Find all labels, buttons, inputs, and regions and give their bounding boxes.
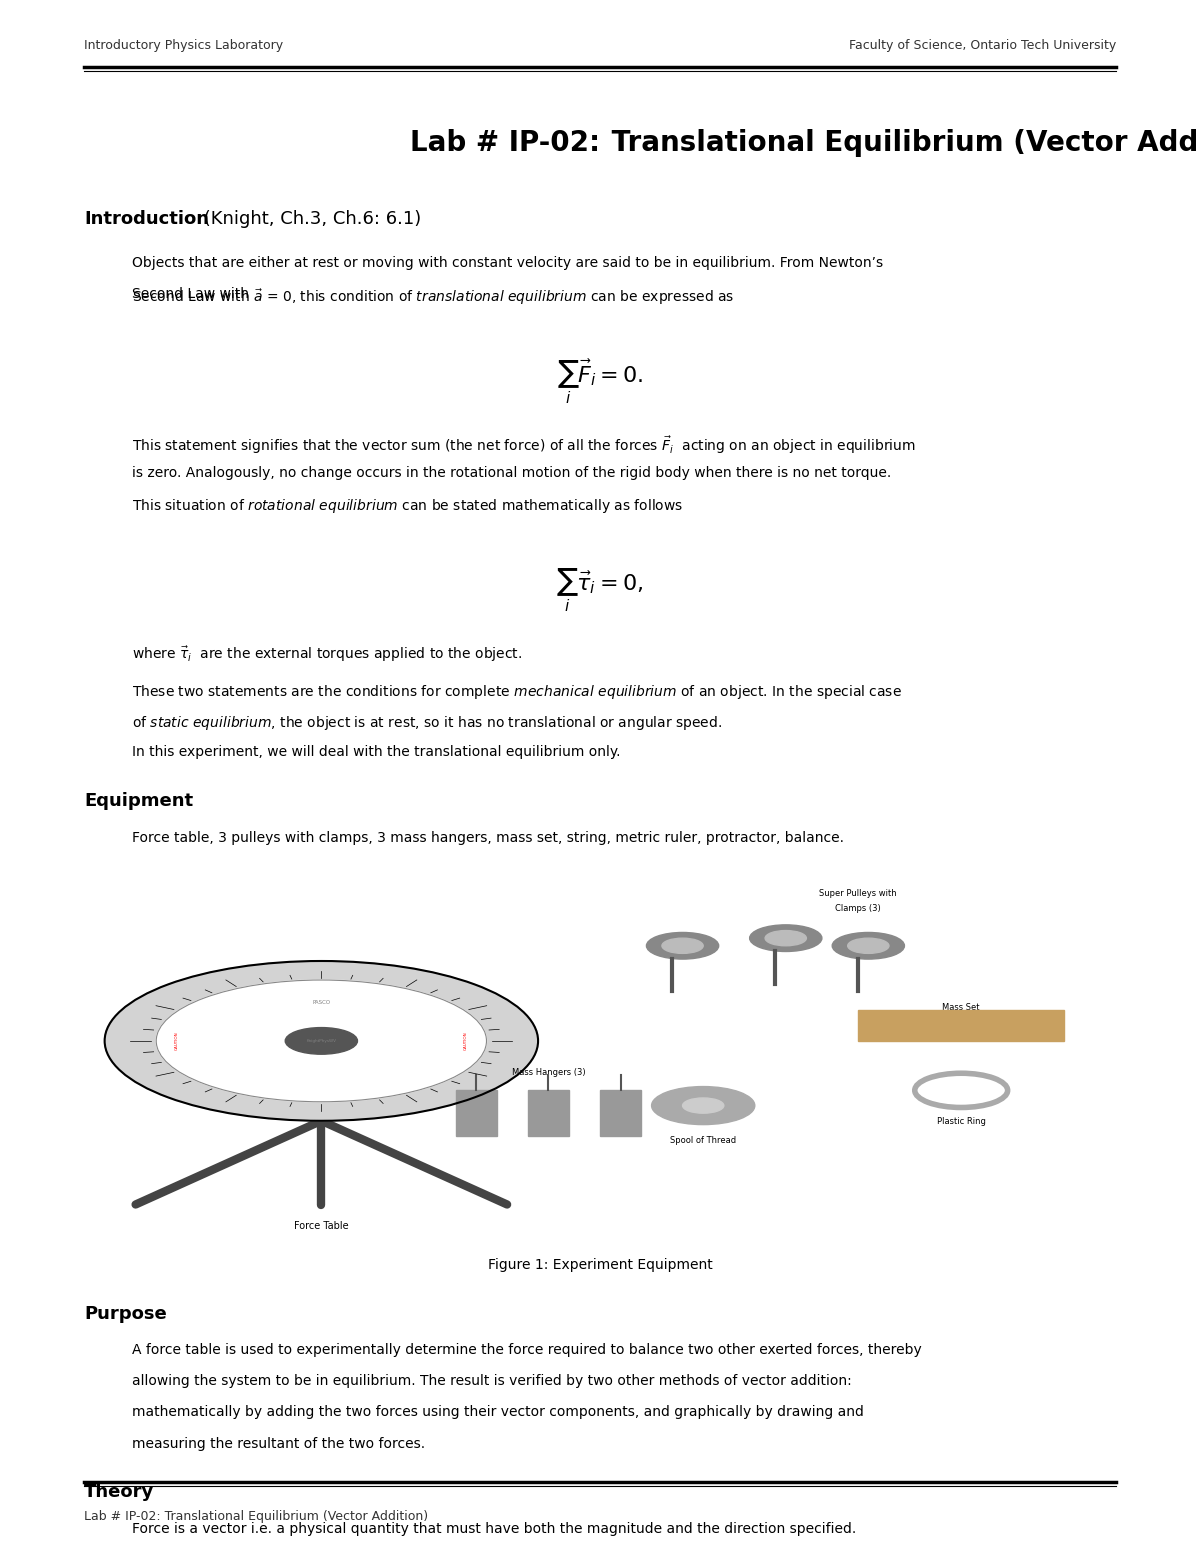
Text: Lab # IP-02:: Lab # IP-02:	[410, 129, 600, 157]
Text: Translational Equilibrium (Vector Addition): Translational Equilibrium (Vector Additi…	[602, 129, 1200, 157]
Text: Force table, 3 pulleys with clamps, 3 mass hangers, mass set, string, metric rul: Force table, 3 pulleys with clamps, 3 ma…	[132, 831, 844, 845]
Text: Super Pulleys with: Super Pulleys with	[820, 888, 896, 898]
Text: mathematically by adding the two forces using their vector components, and graph: mathematically by adding the two forces …	[132, 1405, 864, 1419]
Text: (Knight, Ch.3, Ch.6: 6.1): (Knight, Ch.3, Ch.6: 6.1)	[198, 210, 421, 228]
Text: Lab # IP-02: Translational Equilibrium (Vector Addition): Lab # IP-02: Translational Equilibrium (…	[84, 1510, 428, 1522]
Text: Theory: Theory	[84, 1483, 155, 1502]
Text: of $\it{static\ equilibrium}$, the object is at rest, so it has no translational: of $\it{static\ equilibrium}$, the objec…	[132, 714, 722, 733]
Text: PASCO: PASCO	[312, 1000, 330, 1005]
Text: Objects that are either at rest or moving with constant velocity are said to be : Objects that are either at rest or movin…	[132, 256, 883, 270]
Text: Clamps (3): Clamps (3)	[835, 904, 881, 913]
Bar	[528, 1090, 569, 1137]
Text: KnightPhysWV: KnightPhysWV	[306, 1039, 336, 1044]
Text: CAUTION: CAUTION	[175, 1031, 179, 1050]
Text: Spool of Thread: Spool of Thread	[670, 1137, 737, 1145]
Bar	[456, 1090, 497, 1137]
Circle shape	[286, 1028, 358, 1054]
Circle shape	[683, 1098, 724, 1114]
Circle shape	[847, 938, 889, 954]
Text: Mass Set: Mass Set	[942, 1003, 980, 1013]
Text: where $\vec{\tau}_{i}$  are the external torques applied to the object.: where $\vec{\tau}_{i}$ are the external …	[132, 644, 522, 665]
Text: CAUTION: CAUTION	[464, 1031, 468, 1050]
Circle shape	[652, 1087, 755, 1124]
Text: Second Law with $\vec{a}$ = 0, this condition of $\it{translational\ equilibrium: Second Law with $\vec{a}$ = 0, this cond…	[132, 287, 734, 307]
Circle shape	[662, 938, 703, 954]
Text: Second Law with: Second Law with	[132, 287, 253, 301]
Circle shape	[104, 961, 538, 1121]
Text: Force is a vector i.e. a physical quantity that must have both the magnitude and: Force is a vector i.e. a physical quanti…	[132, 1522, 857, 1536]
Text: Force Table: Force Table	[294, 1221, 349, 1232]
Text: Purpose: Purpose	[84, 1305, 167, 1323]
Bar	[600, 1090, 641, 1137]
Text: $\sum_{i}\vec{\tau}_{i} = 0,$: $\sum_{i}\vec{\tau}_{i} = 0,$	[557, 567, 643, 615]
Text: Faculty of Science, Ontario Tech University: Faculty of Science, Ontario Tech Univers…	[848, 39, 1116, 51]
Text: In this experiment, we will deal with the translational equilibrium only.: In this experiment, we will deal with th…	[132, 745, 620, 759]
Circle shape	[832, 932, 905, 960]
Text: Introduction: Introduction	[84, 210, 209, 228]
Text: Figure 1: Experiment Equipment: Figure 1: Experiment Equipment	[487, 1258, 713, 1272]
Text: A force table is used to experimentally determine the force required to balance : A force table is used to experimentally …	[132, 1343, 922, 1357]
Text: allowing the system to be in equilibrium. The result is verified by two other me: allowing the system to be in equilibrium…	[132, 1374, 852, 1388]
Text: Introductory Physics Laboratory: Introductory Physics Laboratory	[84, 39, 283, 51]
Text: This statement signifies that the vector sum (the net force) of all the forces $: This statement signifies that the vector…	[132, 435, 916, 457]
Circle shape	[766, 930, 806, 946]
Text: measuring the resultant of the two forces.: measuring the resultant of the two force…	[132, 1437, 425, 1451]
Text: Plastic Ring: Plastic Ring	[937, 1117, 985, 1126]
Circle shape	[750, 926, 822, 952]
Text: $\sum_{i}\vec{F}_{i} = 0.$: $\sum_{i}\vec{F}_{i} = 0.$	[557, 357, 643, 405]
Bar	[858, 1011, 1064, 1041]
Circle shape	[647, 932, 719, 960]
Text: Equipment: Equipment	[84, 792, 193, 811]
Text: These two statements are the conditions for complete $\it{mechanical\ equilibriu: These two statements are the conditions …	[132, 683, 902, 702]
Text: is zero. Analogously, no change occurs in the rotational motion of the rigid bod: is zero. Analogously, no change occurs i…	[132, 466, 892, 480]
Text: Mass Hangers (3): Mass Hangers (3)	[511, 1067, 586, 1076]
Circle shape	[156, 980, 486, 1101]
Text: This situation of $\it{rotational\ equilibrium}$ can be stated mathematically as: This situation of $\it{rotational\ equil…	[132, 497, 683, 516]
